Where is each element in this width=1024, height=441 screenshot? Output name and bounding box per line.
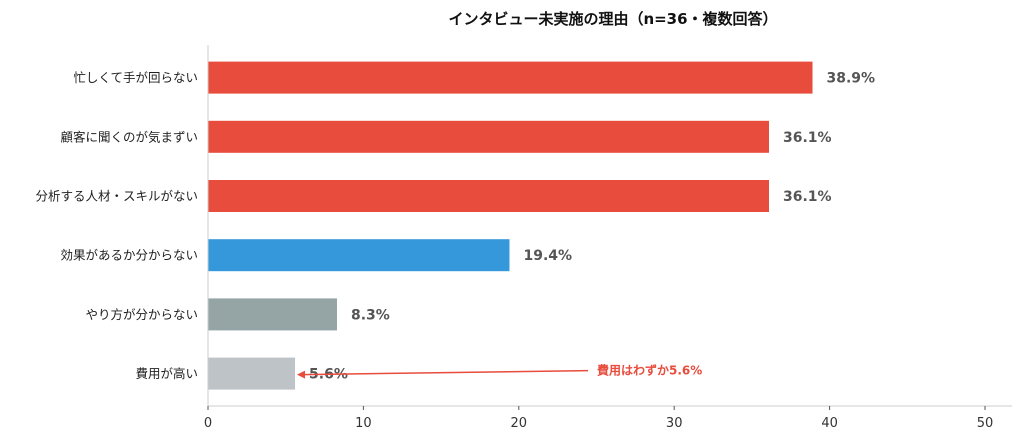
value-label: 36.1% <box>783 130 832 146</box>
bar <box>208 239 510 272</box>
category-label: 忙しくて手が回らない <box>73 70 198 85</box>
category-label: 顧客に聞くのが気まずい <box>60 129 198 144</box>
annotation-text: 費用はわずか5.6% <box>597 363 702 378</box>
value-label: 36.1% <box>783 189 832 205</box>
bar <box>208 61 813 94</box>
x-tick-label: 40 <box>821 416 838 431</box>
x-tick-label: 30 <box>666 416 683 431</box>
x-tick-label: 10 <box>355 416 372 431</box>
bar <box>208 120 769 153</box>
value-label: 19.4% <box>523 248 572 264</box>
category-label: 分析する人材・スキルがない <box>35 189 198 204</box>
x-tick-label: 20 <box>511 416 528 431</box>
value-label: 38.9% <box>827 71 876 87</box>
chart-title: インタビュー未実施の理由（n=36・複数回答） <box>448 10 777 28</box>
value-label: 8.3% <box>351 307 390 323</box>
bar <box>208 298 337 331</box>
annotation-arrow <box>303 369 589 376</box>
category-label: やり方が分からない <box>85 307 198 322</box>
bar <box>208 180 769 212</box>
arrowhead-icon <box>297 370 306 379</box>
category-label: 効果があるか分からない <box>60 248 198 263</box>
x-tick-label: 50 <box>977 416 994 431</box>
bar <box>208 357 296 390</box>
x-tick-label: 0 <box>204 416 212 431</box>
category-label: 費用が高い <box>135 366 198 381</box>
